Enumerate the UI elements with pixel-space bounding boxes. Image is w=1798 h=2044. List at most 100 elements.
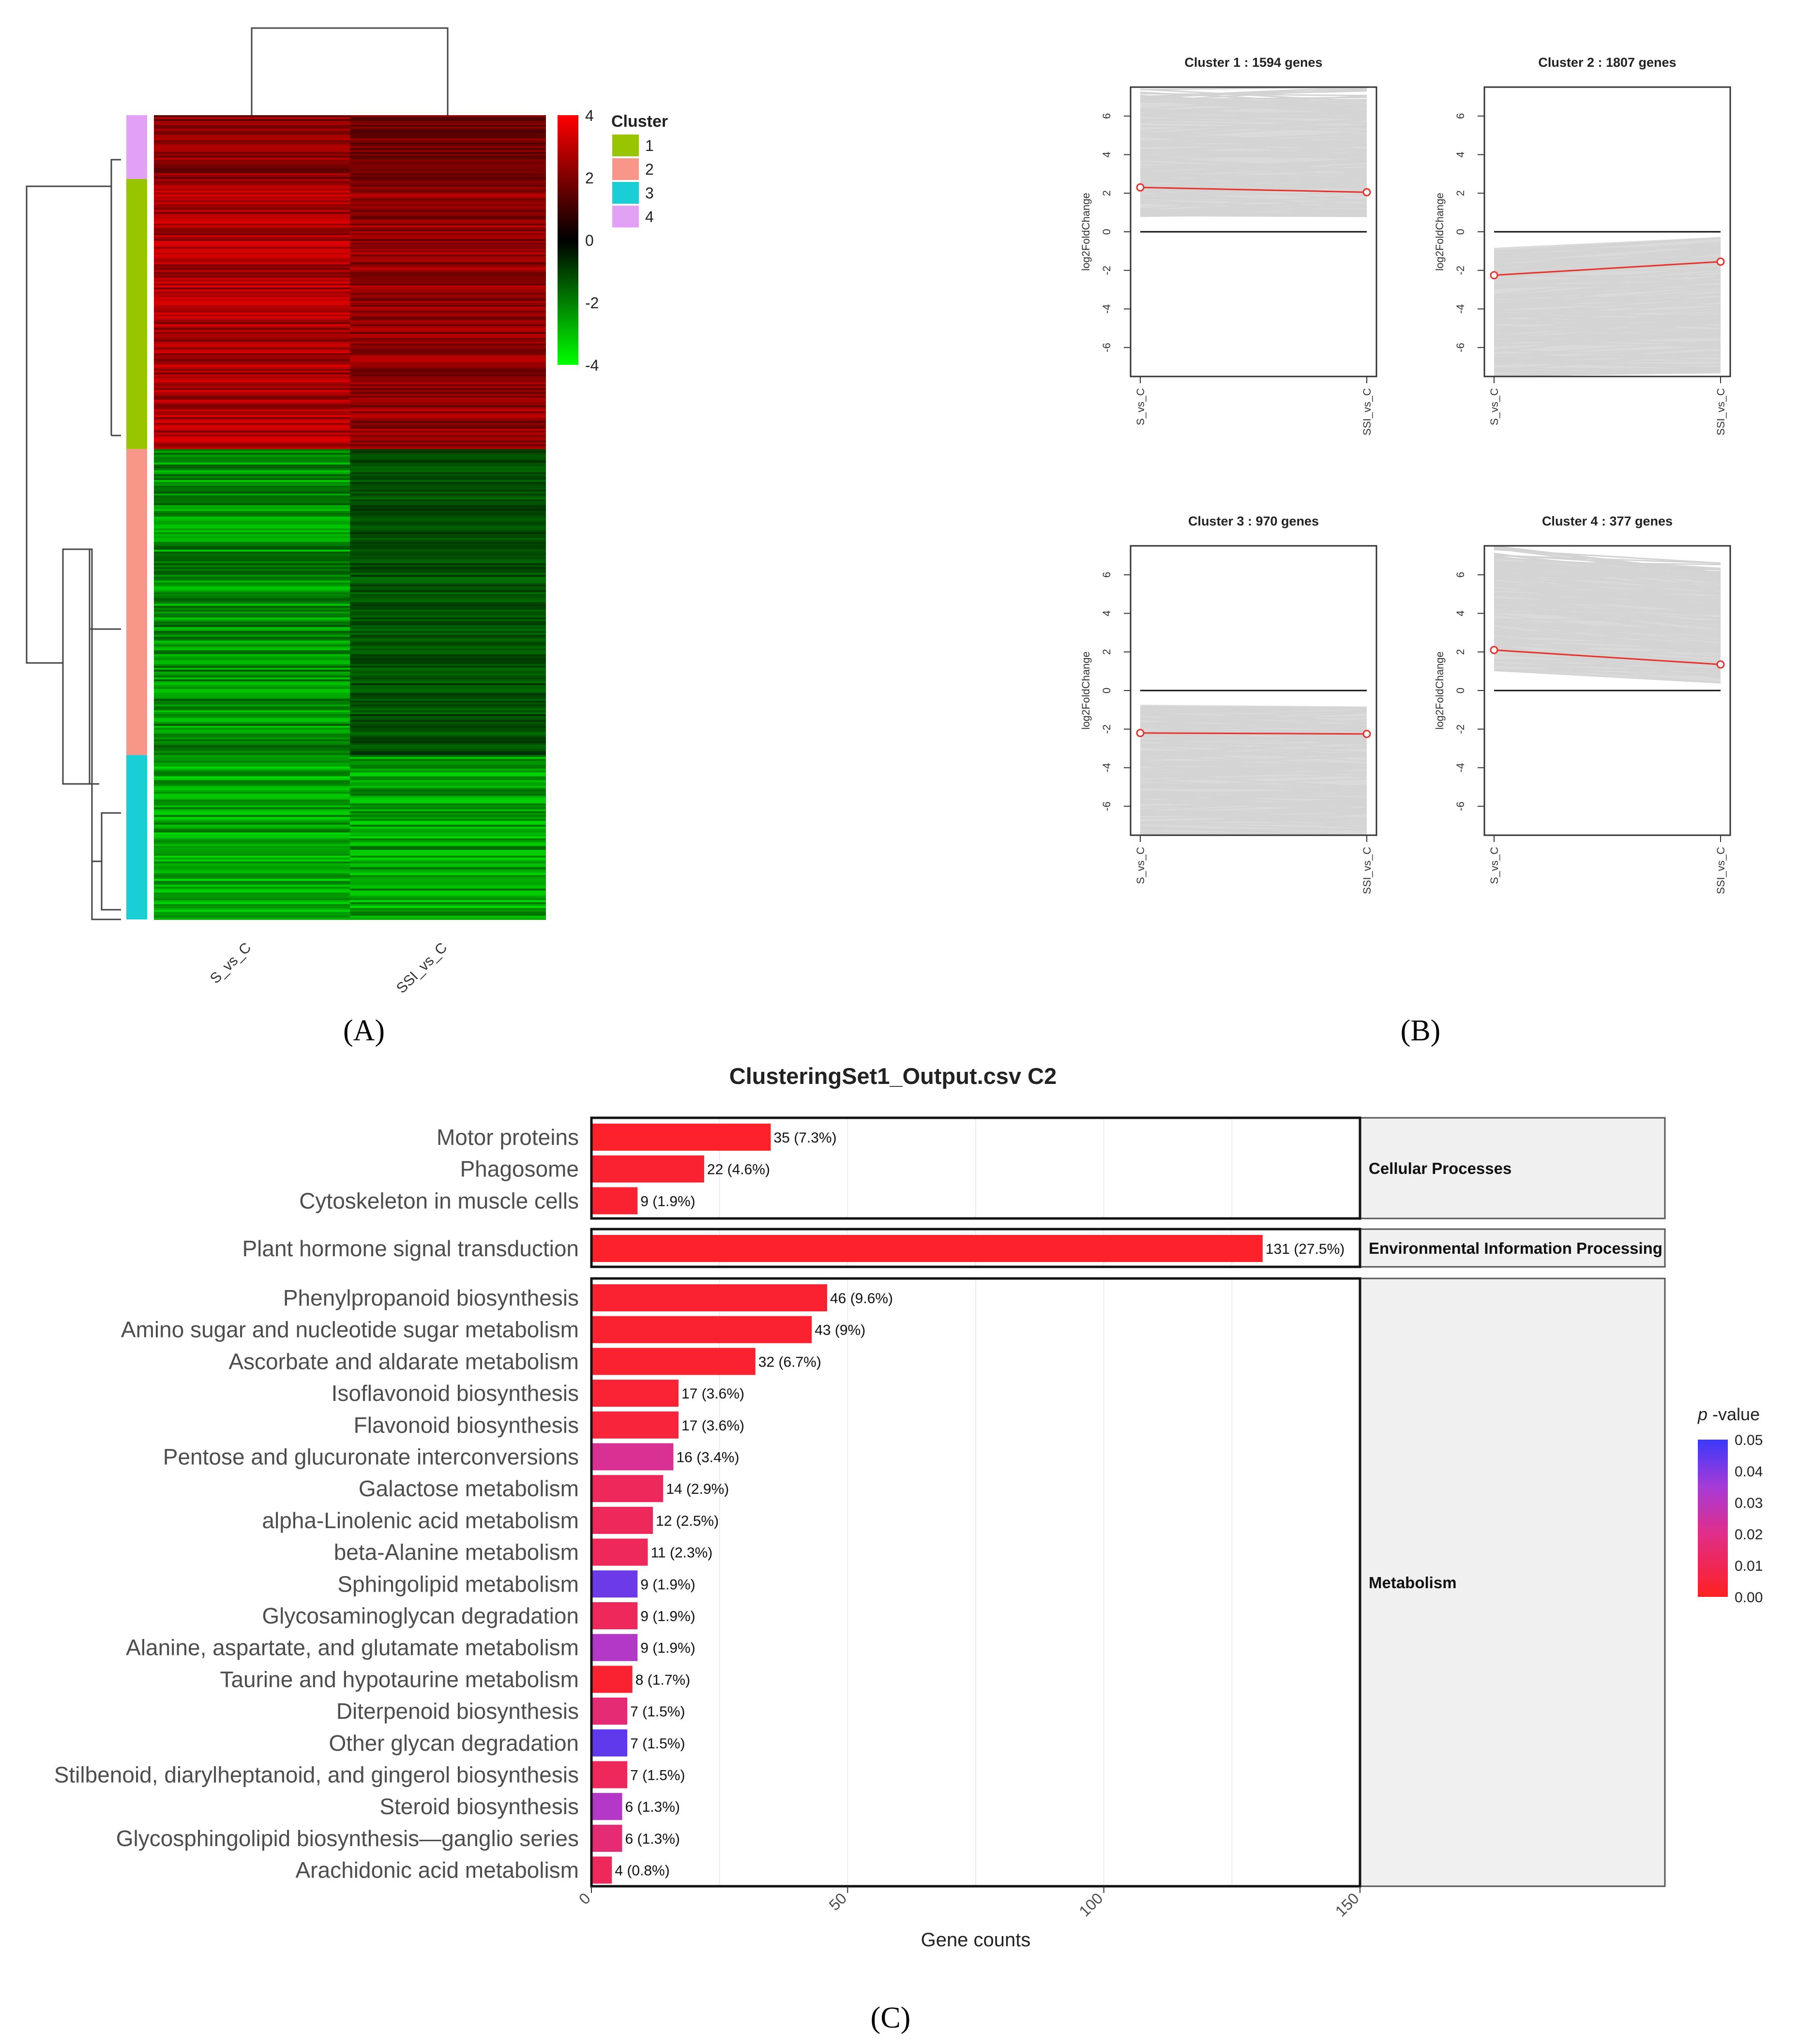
- heatmap-cell: [350, 848, 546, 850]
- heatmap-cell: [154, 180, 350, 183]
- x-tick-label: S_vs_C: [1134, 847, 1147, 884]
- heatmap-cell: [350, 797, 546, 800]
- heatmap-cell: [350, 355, 546, 358]
- heatmap-cell: [350, 351, 546, 354]
- panel-label-c: (C): [871, 2001, 911, 2034]
- cluster-trend-subplot: Cluster 2 : 1807 genes 6 4 2 0 -2 -4 -6 log2Fold…: [1434, 55, 1731, 436]
- heatmap-cell: [154, 694, 350, 697]
- heatmap-cell: [154, 454, 350, 457]
- y-tick-label: 2: [1101, 649, 1113, 655]
- bar-value-label: 16 (3.4%): [676, 1450, 739, 1466]
- heatmap-cell: [154, 146, 350, 149]
- heatmap-cell: [350, 318, 546, 321]
- heatmap-cell: [154, 310, 350, 313]
- heatmap-cell: [154, 213, 350, 216]
- heatmap-cell: [154, 125, 350, 127]
- heatmap-cell: [350, 792, 546, 794]
- enrichment-bar: [591, 1124, 771, 1151]
- bar-value-label: 17 (3.6%): [681, 1418, 744, 1434]
- heatmap-cell: [154, 237, 350, 240]
- heatmap-cell: [154, 386, 350, 389]
- x-tick-label: 150: [1332, 1889, 1362, 1920]
- heatmap-cell: [350, 551, 546, 554]
- heatmap-cell: [154, 347, 350, 350]
- heatmap-cell: [154, 507, 350, 510]
- heatmap-cell: [350, 262, 546, 265]
- heatmap-cell: [350, 830, 546, 833]
- heatmap-cell: [154, 480, 350, 482]
- heatmap-cell: [350, 642, 546, 645]
- y-tick-label: -6: [1101, 343, 1113, 352]
- heatmap-cell: [350, 842, 546, 844]
- heatmap-cell: [154, 393, 350, 396]
- heatmap-cell: [350, 689, 546, 691]
- heatmap-cell: [350, 890, 546, 893]
- heatmap-cell: [350, 200, 546, 203]
- heatmap-cell: [154, 811, 350, 813]
- heatmap-cell: [154, 499, 350, 502]
- heatmap-cell: [350, 917, 546, 920]
- heatmap-cell: [350, 600, 546, 602]
- heatmap-cell: [154, 815, 350, 817]
- heatmap-cell: [154, 462, 350, 465]
- heatmap-cell: [350, 609, 546, 612]
- heatmap-cell: [154, 828, 350, 831]
- heatmap-cell: [154, 611, 350, 614]
- heatmap-cell: [154, 596, 350, 599]
- heatmap-cell: [154, 673, 350, 676]
- heatmap-cell: [154, 184, 350, 187]
- heatmap-cell: [350, 264, 546, 267]
- heatmap-cell: [154, 478, 350, 481]
- heatmap-cell: [154, 569, 350, 571]
- heatmap-cell: [350, 681, 546, 684]
- heatmap-cell: [154, 827, 350, 829]
- heatmap-cell: [350, 324, 546, 327]
- heatmap-cell: [154, 330, 350, 332]
- mean-point: [1362, 730, 1371, 738]
- enrichment-bar: [591, 1538, 648, 1566]
- heatmap-cell: [154, 217, 350, 220]
- heatmap-cell: [154, 258, 350, 261]
- pathway-label: Plant hormone signal transduction: [242, 1236, 579, 1261]
- heatmap-cell: [154, 555, 350, 558]
- x-tick-label: S_vs_C: [1488, 388, 1500, 425]
- heatmap-cell: [154, 140, 350, 143]
- cluster-legend-title: Cluster: [611, 112, 668, 131]
- pathway-label: Motor proteins: [437, 1125, 579, 1150]
- heatmap-cell: [154, 520, 350, 523]
- x-tick-label: 100: [1075, 1889, 1106, 1920]
- heatmap-cell: [154, 605, 350, 608]
- heatmap-cell: [350, 152, 546, 154]
- heatmap-cell: [154, 563, 350, 566]
- heatmap-cell: [154, 774, 350, 777]
- heatmap-cell: [350, 330, 546, 332]
- heatmap-cell: [350, 275, 546, 278]
- heatmap-cell: [154, 225, 350, 228]
- x-tick-label: SSI_vs_C: [1361, 388, 1373, 436]
- heatmap-cell: [350, 235, 546, 238]
- heatmap-cell: [154, 331, 350, 334]
- heatmap-cell: [154, 364, 350, 367]
- gene-trend-band: [1494, 237, 1721, 376]
- cluster-legend-label: 3: [645, 184, 654, 202]
- heatmap-cell: [350, 449, 546, 451]
- heatmap-cell: [154, 388, 350, 391]
- heatmap-cell: [154, 248, 350, 251]
- heatmap-cell: [350, 503, 546, 506]
- heatmap-cell: [154, 221, 350, 224]
- heatmap-cell: [154, 452, 350, 455]
- heatmap-cell: [154, 528, 350, 531]
- heatmap-cell: [154, 603, 350, 606]
- heatmap-cell: [350, 233, 546, 236]
- heatmap-cell: [154, 809, 350, 812]
- heatmap-cell: [154, 770, 350, 773]
- heatmap-cell: [350, 451, 546, 453]
- heatmap-cell: [350, 669, 546, 672]
- heatmap-cell: [350, 217, 546, 220]
- heatmap-cell: [350, 258, 546, 261]
- heatmap-cell: [350, 487, 546, 490]
- heatmap-cell: [154, 737, 350, 740]
- heatmap-cell: [350, 382, 546, 385]
- heatmap-cell: [154, 735, 350, 738]
- y-tick-label: -2: [1454, 724, 1466, 734]
